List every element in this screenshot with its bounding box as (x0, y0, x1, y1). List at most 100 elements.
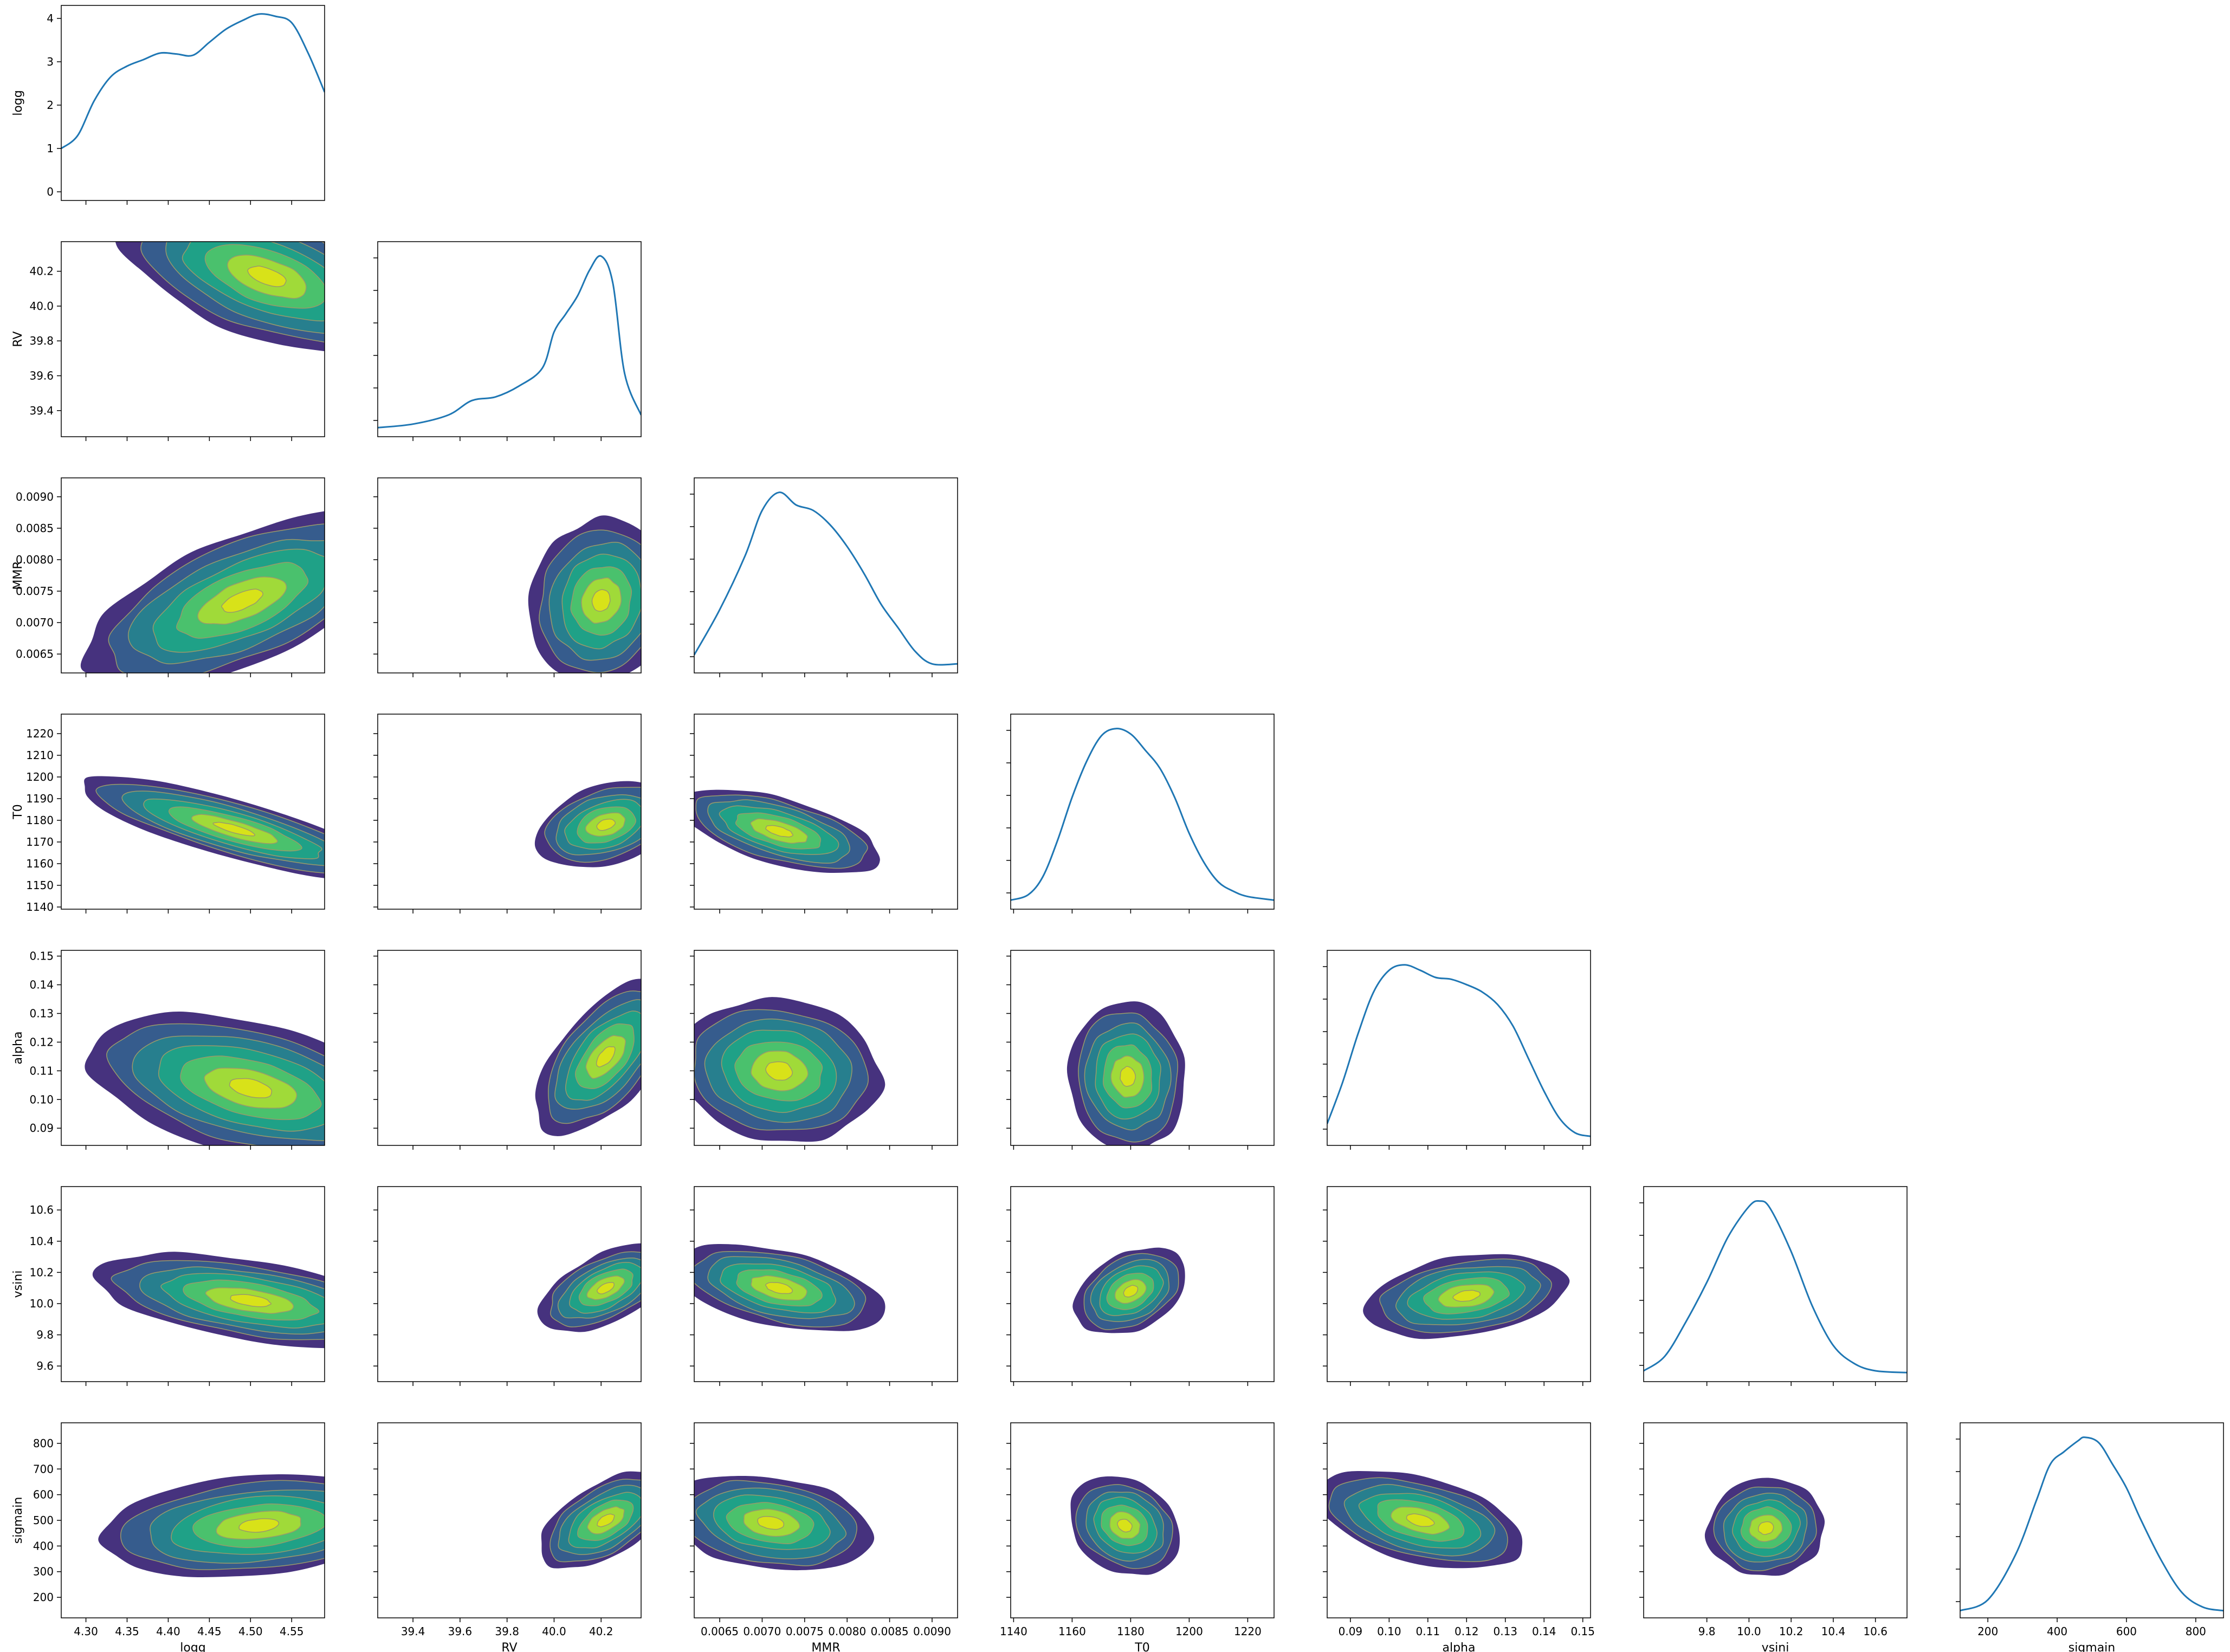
x-tick-label: 39.4 (401, 1625, 425, 1638)
kde-line-sigmain (1960, 1437, 2223, 1611)
panel-logg-vs-vsini: 9.6 9.8 10.0 10.2 10.4 10.6 vsini (11, 1187, 408, 1386)
y-axis-label-T0: T0 (11, 804, 25, 819)
y-tick-label: 800 (33, 1437, 54, 1450)
x-tick-label: 400 (2047, 1625, 2067, 1638)
y-tick-label: 1150 (26, 879, 54, 892)
y-tick-label: 700 (33, 1462, 54, 1475)
x-tick-label: 4.35 (115, 1625, 139, 1638)
panel-RV-vs-MMR (373, 478, 670, 683)
x-axis-label-logg: logg (180, 1641, 206, 1652)
y-tick-label: 2 (47, 99, 54, 112)
y-tick-label: 40.2 (29, 265, 54, 278)
y-tick-label: 1180 (26, 814, 54, 827)
panel-RV-vs-vsini (373, 1187, 674, 1386)
y-axis-label-MMR: MMR (11, 561, 25, 589)
x-tick-label: 1140 (1000, 1625, 1027, 1638)
kde-line-T0 (1011, 729, 1274, 900)
y-tick-label: 9.8 (36, 1329, 54, 1342)
panel-MMR-vs-MMR (690, 478, 958, 677)
y-tick-label: 10.4 (29, 1235, 54, 1248)
y-tick-label: 500 (33, 1514, 54, 1527)
y-tick-label: 0.0065 (16, 647, 54, 660)
y-tick-label: 0.0085 (16, 522, 54, 535)
y-tick-label: 3 (47, 55, 54, 68)
panel-RV-vs-sigmain: 39.4 39.6 39.8 40.0 40.2 RV (373, 1423, 669, 1652)
y-tick-label: 300 (33, 1565, 54, 1578)
y-tick-label: 39.6 (29, 370, 54, 383)
panel-T0-vs-sigmain: 1140 1160 1180 1200 1220T0 (1000, 1423, 1274, 1652)
y-axis-label-logg: logg (11, 90, 25, 116)
y-tick-label: 1220 (26, 727, 54, 740)
kde-line-vsini (1644, 1201, 1907, 1372)
y-tick-label: 1140 (26, 900, 54, 914)
x-tick-label: 10.2 (1779, 1625, 1804, 1638)
y-tick-label: 4 (47, 12, 54, 25)
x-tick-label: 10.0 (1737, 1625, 1761, 1638)
y-tick-label: 10.0 (29, 1297, 54, 1310)
x-tick-label: 0.0085 (871, 1625, 909, 1638)
x-tick-label: 10.6 (1863, 1625, 1888, 1638)
x-tick-label: 40.0 (542, 1625, 566, 1638)
x-tick-label: 9.8 (1698, 1625, 1716, 1638)
y-tick-label: 1160 (26, 857, 54, 870)
panel-frame (61, 5, 325, 200)
panel-frame (378, 242, 641, 437)
x-tick-label: 39.8 (495, 1625, 519, 1638)
y-tick-label: 10.6 (29, 1203, 54, 1216)
x-axis-label-T0: T0 (1134, 1641, 1149, 1652)
y-tick-label: 1200 (26, 770, 54, 783)
panel-logg-vs-MMR: 0.0065 0.0070 0.0075 0.0080 0.0085 0.0090 MMR (11, 478, 403, 692)
x-tick-label: 1220 (1234, 1625, 1262, 1638)
x-axis-label-vsini: vsini (1762, 1641, 1789, 1652)
x-tick-label: 4.40 (156, 1625, 180, 1638)
y-tick-label: 39.8 (29, 334, 54, 347)
x-axis-label-sigmain: sigmain (2069, 1641, 2116, 1652)
x-tick-label: 10.4 (1821, 1625, 1846, 1638)
y-axis-label-alpha: alpha (11, 1032, 25, 1065)
y-tick-label: 0 (47, 185, 54, 198)
density-level-6 (1759, 1522, 1774, 1535)
kde-line-logg (61, 14, 325, 148)
x-tick-label: 200 (1977, 1625, 1998, 1638)
panel-logg-vs-T0: 1140 1150 1160 1170 1180 1190 1200 1210 1220 T0 (11, 714, 392, 914)
panel-T0-vs-alpha (1006, 950, 1274, 1152)
y-tick-label: 1210 (26, 749, 54, 762)
y-tick-label: 9.6 (36, 1359, 54, 1372)
x-tick-label: 1160 (1058, 1625, 1086, 1638)
y-tick-label: 200 (33, 1591, 54, 1604)
y-tick-label: 1 (47, 142, 54, 155)
x-tick-label: 39.6 (448, 1625, 473, 1638)
y-tick-label: 1190 (26, 792, 54, 805)
y-tick-label: 600 (33, 1488, 54, 1501)
kde-line-alpha (1327, 965, 1591, 1137)
x-tick-label: 0.0090 (913, 1625, 951, 1638)
x-tick-label: 4.50 (238, 1625, 263, 1638)
x-tick-label: 0.0065 (701, 1625, 739, 1638)
panel-frame (1327, 950, 1591, 1145)
panel-T0-vs-T0 (1006, 714, 1274, 914)
x-axis-label-alpha: alpha (1443, 1641, 1476, 1652)
x-axis-label-MMR: MMR (811, 1641, 840, 1652)
x-tick-label: 1180 (1117, 1625, 1145, 1638)
y-tick-label: 0.11 (29, 1064, 54, 1077)
y-axis-label-RV: RV (11, 331, 25, 347)
panel-MMR-vs-sigmain: 0.0065 0.0070 0.0075 0.0080 0.0085 0.0090 MMR (665, 1423, 958, 1652)
x-tick-label: 600 (2116, 1625, 2137, 1638)
y-tick-label: 40.0 (29, 300, 54, 313)
y-tick-label: 1170 (26, 835, 54, 848)
kde-line-MMR (694, 493, 958, 665)
panel-MMR-vs-alpha (677, 950, 958, 1150)
x-tick-label: 0.11 (1416, 1625, 1440, 1638)
panel-frame (1011, 714, 1274, 909)
y-tick-label: 0.10 (29, 1093, 54, 1106)
y-tick-label: 0.14 (29, 979, 54, 992)
x-tick-label: 0.10 (1377, 1625, 1401, 1638)
x-tick-label: 0.0070 (743, 1625, 781, 1638)
panel-frame (1960, 1423, 2223, 1618)
panel-logg-vs-logg: 0 1 2 3 4 logg (11, 5, 325, 205)
y-tick-label: 0.15 (29, 950, 54, 963)
x-tick-label: 800 (2186, 1625, 2206, 1638)
x-tick-label: 0.0075 (786, 1625, 824, 1638)
y-tick-label: 39.4 (29, 404, 54, 417)
panel-MMR-vs-vsini (679, 1187, 958, 1386)
